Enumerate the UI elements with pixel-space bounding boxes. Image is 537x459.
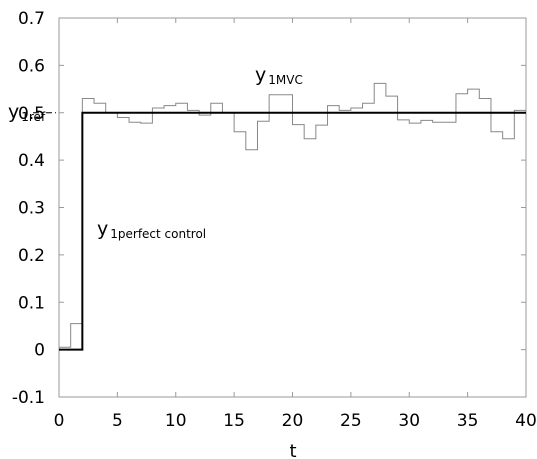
series-perfect-control-line bbox=[59, 111, 526, 351]
y-tick-label: 0 bbox=[34, 341, 45, 361]
y-tick-labels: 0.7 0.6 0.5 0.4 0.3 0.2 0.1 0 -0.1 bbox=[12, 9, 45, 408]
x-tick-labels: 0 5 10 15 20 25 30 35 40 bbox=[54, 411, 537, 431]
y-tick-label: 0.7 bbox=[18, 9, 45, 29]
x-tick-label: 30 bbox=[398, 411, 420, 431]
y-tick-label: 0.2 bbox=[18, 246, 45, 266]
series-perfect-label: y 1perfect control bbox=[97, 218, 206, 241]
series-mvc-label-main: y bbox=[255, 64, 266, 86]
series-mvc-label-sub: 1MVC bbox=[268, 73, 303, 87]
y-tick-label: 0.3 bbox=[18, 199, 45, 219]
y-tick-label: 0.1 bbox=[18, 293, 45, 313]
y-tick-label: 0.4 bbox=[18, 151, 45, 171]
series-mvc-label: y 1MVC bbox=[255, 64, 303, 87]
reference-label-main: y bbox=[8, 101, 19, 123]
tick-marks bbox=[58, 17, 527, 398]
x-tick-label: 15 bbox=[223, 411, 245, 431]
reference-label-sub: 1ref bbox=[21, 110, 46, 124]
x-tick-label: 10 bbox=[165, 411, 187, 431]
series-perfect-label-sub: 1perfect control bbox=[110, 227, 206, 241]
x-tick-label: 5 bbox=[112, 411, 123, 431]
x-tick-label: 40 bbox=[515, 411, 537, 431]
y-tick-label: 0.6 bbox=[18, 56, 45, 76]
x-tick-label: 35 bbox=[457, 411, 479, 431]
x-axis-title: t bbox=[289, 441, 296, 459]
reference-label: y 1ref bbox=[8, 101, 46, 124]
x-tick-label: 0 bbox=[54, 411, 65, 431]
x-tick-label: 20 bbox=[282, 411, 304, 431]
series-perfect-label-main: y bbox=[97, 218, 108, 240]
y-tick-label: -0.1 bbox=[12, 388, 45, 408]
y-tick-label: 0.5 bbox=[18, 104, 45, 124]
x-tick-label: 25 bbox=[340, 411, 362, 431]
series-mvc-line bbox=[59, 82, 526, 348]
